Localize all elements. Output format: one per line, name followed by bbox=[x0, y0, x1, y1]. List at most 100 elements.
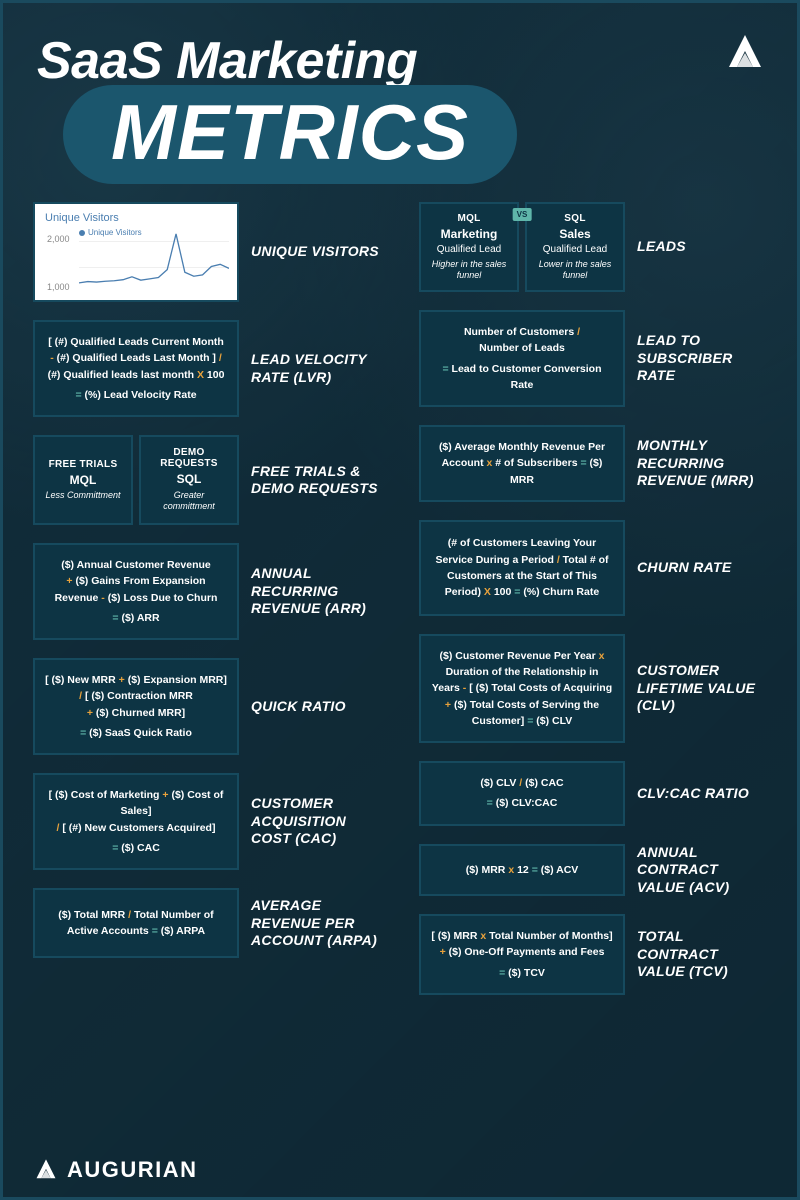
header: SaaS Marketing METRICS bbox=[33, 31, 767, 184]
label-churn: CHURN RATE bbox=[637, 559, 767, 577]
trials-right-top: DEMO REQUESTS bbox=[147, 447, 231, 469]
metric-tcv: [ ($) MRR x Total Number of Months] + ($… bbox=[419, 914, 767, 995]
churn-res: (%) Churn Rate bbox=[523, 586, 599, 598]
chart-y-axis: 2,000 1,000 bbox=[47, 234, 70, 292]
title-line-2: METRICS bbox=[111, 88, 469, 176]
footer-brand: AUGURIAN bbox=[33, 1157, 198, 1183]
metric-mrr: ($) Average Monthly Revenue Per Account … bbox=[419, 425, 767, 502]
mrr-l1b: # of Subscribers bbox=[495, 457, 577, 469]
trials-dual-box: FREE TRIALS MQL Less Committment DEMO RE… bbox=[33, 435, 239, 525]
quick-l1b: ($) Expansion MRR] bbox=[128, 674, 227, 686]
metric-clv: ($) Customer Revenue Per Year x Duration… bbox=[419, 634, 767, 743]
label-trials: FREE TRIALS & DEMO REQUESTS bbox=[251, 463, 381, 498]
formula-tcv: [ ($) MRR x Total Number of Months] + ($… bbox=[419, 914, 625, 995]
tcv-res: ($) TCV bbox=[508, 967, 545, 979]
formula-clvcac: ($) CLV / ($) CAC = ($) CLV:CAC bbox=[419, 761, 625, 826]
churn-l3: 100 bbox=[494, 586, 512, 598]
quick-res: ($) SaaS Quick Ratio bbox=[89, 727, 192, 739]
tcv-l2: ($) One-Off Payments and Fees bbox=[449, 946, 605, 958]
clvcac-l1a: ($) CLV bbox=[480, 777, 516, 789]
arr-l3: ($) Loss Due to Churn bbox=[108, 592, 218, 604]
arpa-res: ($) ARPA bbox=[161, 925, 205, 937]
arr-res: ($) ARR bbox=[121, 612, 159, 624]
logo-top-icon bbox=[723, 31, 767, 80]
formula-quick: [ ($) New MRR + ($) Expansion MRR] / [ (… bbox=[33, 658, 239, 755]
clv-l2a: [ ($) Total Costs of Acquiring bbox=[469, 682, 612, 694]
leads-right-top: SQL bbox=[533, 213, 617, 224]
lvr-res: (%) Lead Velocity Rate bbox=[85, 389, 197, 401]
metric-trials: FREE TRIALS MQL Less Committment DEMO RE… bbox=[33, 435, 381, 525]
left-column: Unique Visitors Unique Visitors 2,000 1,… bbox=[33, 202, 381, 1013]
leads-left-sub: Higher in the sales funnel bbox=[427, 259, 511, 282]
y-label-1: 1,000 bbox=[47, 282, 70, 292]
metric-arr: ($) Annual Customer Revenue + ($) Gains … bbox=[33, 543, 381, 640]
quick-l1a: [ ($) New MRR bbox=[45, 674, 116, 686]
label-lvr: LEAD VELOCITY RATE (LVR) bbox=[251, 351, 381, 386]
quick-l2a: [ ($) Contraction MRR bbox=[85, 690, 193, 702]
label-unique-visitors: UNIQUE VISITORS bbox=[251, 243, 381, 261]
clvcac-l1b: ($) CAC bbox=[525, 777, 564, 789]
leads-right-mid-strong: Sales bbox=[559, 227, 590, 241]
trials-right: DEMO REQUESTS SQL Greater committment bbox=[139, 435, 239, 525]
y-label-0: 2,000 bbox=[47, 234, 70, 244]
leads-right-mid-tail: Qualified Lead bbox=[543, 244, 608, 255]
formula-lvr: [ (#) Qualified Leads Current Month - (#… bbox=[33, 320, 239, 417]
lvr-l3b: 100 bbox=[207, 369, 225, 381]
leads-left-mid: MarketingQualified Lead bbox=[427, 228, 511, 256]
cac-l1a: [ ($) Cost of Marketing bbox=[49, 789, 160, 801]
title-pill: METRICS bbox=[63, 85, 517, 184]
acv-l2: 12 bbox=[517, 864, 529, 876]
content-container: SaaS Marketing METRICS Unique Visitors U… bbox=[3, 3, 797, 1033]
lvr-l1: [ (#) Qualified Leads Current Month bbox=[48, 336, 224, 348]
formula-lead-sub: Number of Customers / Number of Leads = … bbox=[419, 310, 625, 407]
right-column: VS MQL MarketingQualified Lead Higher in… bbox=[419, 202, 767, 1013]
metric-lead-sub: Number of Customers / Number of Leads = … bbox=[419, 310, 767, 407]
leads-right-mid: Sales Qualified Lead bbox=[533, 228, 617, 256]
label-arr: ANNUAL RECURRING REVENUE (ARR) bbox=[251, 565, 381, 618]
lvr-l2: (#) Qualified Leads Last Month ] bbox=[57, 352, 216, 364]
label-quick: QUICK RATIO bbox=[251, 698, 381, 716]
chart-line-svg bbox=[79, 230, 229, 288]
clvcac-res: ($) CLV:CAC bbox=[496, 797, 558, 809]
formula-acv: ($) MRR x 12 = ($) ACV bbox=[419, 844, 625, 896]
trials-left-mid: MQL bbox=[41, 474, 125, 488]
leadsub-l1: Number of Customers bbox=[464, 326, 574, 338]
metric-unique-visitors: Unique Visitors Unique Visitors 2,000 1,… bbox=[33, 202, 381, 302]
clv-l1a: ($) Customer Revenue Per Year bbox=[440, 650, 596, 662]
leads-left-mid-strong: Marketing bbox=[441, 227, 498, 241]
trials-right-mid: SQL bbox=[147, 473, 231, 487]
formula-churn: (# of Customers Leaving Your Service Dur… bbox=[419, 520, 625, 616]
arpa-l1: ($) Total MRR bbox=[58, 909, 125, 921]
tcv-l1a: [ ($) MRR bbox=[431, 930, 477, 942]
trials-left: FREE TRIALS MQL Less Committment bbox=[33, 435, 133, 525]
formula-cac: [ ($) Cost of Marketing + ($) Cost of Sa… bbox=[33, 773, 239, 870]
cac-res: ($) CAC bbox=[121, 842, 160, 854]
metric-churn: (# of Customers Leaving Your Service Dur… bbox=[419, 520, 767, 616]
formula-mrr: ($) Average Monthly Revenue Per Account … bbox=[419, 425, 625, 502]
vs-badge: VS bbox=[513, 208, 532, 221]
trials-left-sub: Less Committment bbox=[41, 490, 125, 501]
label-acv: ANNUAL CONTRACT VALUE (ACV) bbox=[637, 844, 767, 897]
leads-dual-box: VS MQL MarketingQualified Lead Higher in… bbox=[419, 202, 625, 292]
metric-quick: [ ($) New MRR + ($) Expansion MRR] / [ (… bbox=[33, 658, 381, 755]
label-leads: LEADS bbox=[637, 238, 767, 256]
label-tcv: TOTAL CONTRACT VALUE (TCV) bbox=[637, 928, 767, 981]
leads-left-top: MQL bbox=[427, 213, 511, 224]
lvr-l3a: (#) Qualified leads last month bbox=[48, 369, 194, 381]
label-cac: CUSTOMER ACQUISITION COST (CAC) bbox=[251, 795, 381, 848]
acv-l1: ($) MRR bbox=[466, 864, 506, 876]
arr-l1: ($) Annual Customer Revenue bbox=[61, 559, 211, 571]
clv-res: ($) CLV bbox=[536, 715, 572, 727]
quick-l2b: ($) Churned MRR] bbox=[96, 707, 185, 719]
leads-right-sub: Lower in the sales funnel bbox=[533, 259, 617, 282]
label-clv: CUSTOMER LIFETIME VALUE (CLV) bbox=[637, 662, 767, 715]
brand-name: AUGURIAN bbox=[67, 1157, 198, 1183]
label-mrr: MONTHLY RECURRING REVENUE (MRR) bbox=[637, 437, 767, 490]
leads-right: SQL Sales Qualified Lead Lower in the sal… bbox=[525, 202, 625, 292]
tcv-l1b: Total Number of Months] bbox=[489, 930, 612, 942]
label-arpa: AVERAGE REVENUE PER ACCOUNT (ARPA) bbox=[251, 897, 381, 950]
leads-left: MQL MarketingQualified Lead Higher in th… bbox=[419, 202, 519, 292]
trials-right-sub: Greater committment bbox=[147, 490, 231, 513]
acv-res: ($) ACV bbox=[541, 864, 579, 876]
title-line-1: SaaS Marketing bbox=[37, 31, 767, 91]
